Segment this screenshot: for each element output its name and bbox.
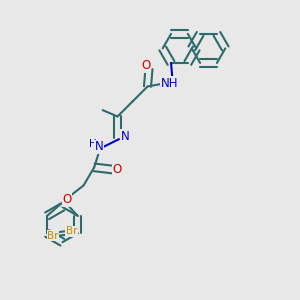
Text: N: N <box>95 140 103 153</box>
Text: O: O <box>63 194 72 206</box>
Text: O: O <box>112 163 122 176</box>
Text: NH: NH <box>161 77 178 90</box>
Text: Br: Br <box>47 230 59 241</box>
Text: O: O <box>141 59 151 72</box>
Text: N: N <box>121 130 129 143</box>
Text: Br: Br <box>66 226 77 236</box>
Text: H: H <box>89 139 97 149</box>
